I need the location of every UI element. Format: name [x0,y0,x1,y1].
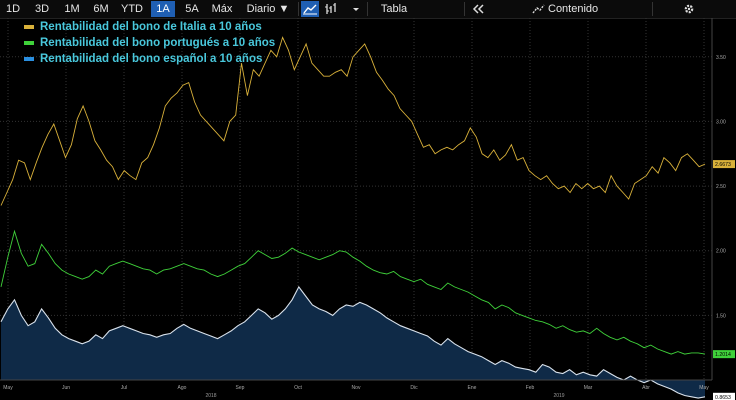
x-tick-label: May [699,385,709,391]
legend-label-italy: Rentabilidad del bono de Italia a 10 año… [40,21,262,33]
toolbar-divider [367,2,368,16]
last-value-box [713,160,735,169]
x-tick-label: Ago [178,385,187,391]
legend-swatch-portugal [24,41,34,45]
settings-icon[interactable] [680,1,698,17]
italy-series-line [0,36,706,206]
range-3d-button[interactable]: 3D [34,3,50,15]
x-tick-label: May [3,385,13,391]
last-value-badge: 0.8653 [713,392,735,400]
y-tick-label: 2.00 [716,249,726,255]
x-tick-label: Nov [352,385,361,391]
table-button[interactable]: Tabla [380,3,408,15]
toolbar-divider [298,2,299,16]
y-tick-label: 3.00 [716,119,726,125]
interval-dropdown[interactable]: Diario ▼ [246,3,290,15]
contents-button[interactable]: Contenido [548,3,599,15]
x-tick-label: Feb [526,385,535,391]
last-value-label: 1.2014 [715,352,731,358]
spain-area-fill [1,286,705,399]
x-tick-label: Dic [410,385,418,391]
x-year-label: 2018 [205,393,216,399]
toolbar: 1D 3D 1M 6M YTD 1A 5A Máx Diario ▼ Tabla… [0,0,736,19]
contents-icon [530,1,548,17]
chart-plot-area: 1.50 2.00 2.50 3.00 3.50 May Jun Jul Ago Sep Oct N… [0,18,735,400]
range-1d-button[interactable]: 1D [5,3,21,15]
legend-swatch-italy [24,25,34,29]
last-value-label: 2.6673 [715,162,731,168]
collapse-left-icon[interactable] [470,1,488,17]
x-year-label: 2019 [553,393,564,399]
x-tick-label: Mar [584,385,593,391]
last-value-box [713,392,735,400]
x-tick-label: Ene [468,385,477,391]
toolbar-divider [652,2,653,16]
last-value-box [713,350,735,359]
legend-label-portugal: Rentabilidad del bono portugués a 10 año… [40,37,276,49]
legend: Rentabilidad del bono de Italia a 10 año… [24,19,275,67]
legend-item-spain: Rentabilidad del bono español a 10 años [24,51,275,67]
last-value-badge: 2.6673 [713,160,735,169]
toolbar-divider [464,2,465,16]
range-6m-button[interactable]: 6M [93,3,109,15]
legend-item-italy: Rentabilidad del bono de Italia a 10 año… [24,19,275,35]
x-tick-label: Oct [294,385,302,391]
last-value-label: 0.8653 [715,395,731,400]
spain-series-line [0,285,706,399]
x-tick-label: Sep [236,385,245,391]
range-max-button[interactable]: Máx [211,3,233,15]
line-chart-icon[interactable] [301,1,319,17]
y-tick-label: 2.50 [716,184,726,190]
range-1a-button[interactable]: 1A [151,1,175,17]
y-tick-label: 1.50 [716,313,726,319]
chart-options-dropdown-icon[interactable] [347,1,365,17]
legend-label-spain: Rentabilidad del bono español a 10 años [40,53,263,65]
portugal-series-line [0,229,706,355]
range-5a-button[interactable]: 5A [185,3,199,15]
y-tick-label: 3.50 [716,55,726,61]
legend-item-portugal: Rentabilidad del bono portugués a 10 año… [24,35,275,51]
last-value-badge: 1.2014 [713,350,735,359]
bar-chart-icon[interactable] [322,1,340,17]
range-ytd-button[interactable]: YTD [121,3,143,15]
x-tick-label: Jun [62,385,70,391]
x-tick-label: Jul [121,385,127,391]
range-1m-button[interactable]: 1M [64,3,80,15]
x-tick-label: Abr [642,385,650,391]
legend-swatch-spain [24,57,34,61]
